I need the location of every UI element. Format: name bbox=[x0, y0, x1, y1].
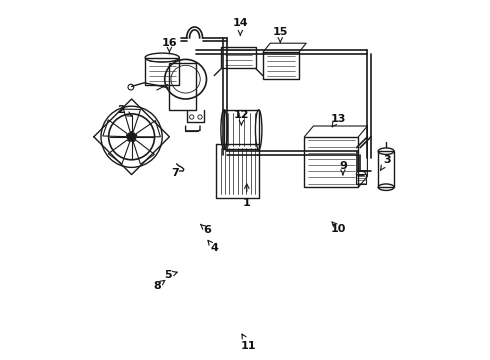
Text: 16: 16 bbox=[162, 38, 177, 48]
Text: 13: 13 bbox=[330, 114, 345, 124]
Text: 4: 4 bbox=[211, 243, 219, 253]
Text: 11: 11 bbox=[241, 341, 256, 351]
Text: 14: 14 bbox=[233, 18, 248, 28]
Bar bbox=[356, 174, 366, 184]
Bar bbox=[170, 63, 196, 110]
Bar bbox=[378, 151, 394, 187]
Text: 8: 8 bbox=[153, 281, 161, 291]
Bar bbox=[145, 58, 179, 85]
Text: 5: 5 bbox=[164, 270, 171, 280]
Bar bbox=[221, 47, 256, 68]
Circle shape bbox=[127, 132, 136, 141]
Text: 12: 12 bbox=[234, 110, 249, 120]
Text: 10: 10 bbox=[331, 224, 346, 234]
Text: 2: 2 bbox=[117, 105, 124, 115]
Bar bbox=[263, 52, 299, 79]
Text: 15: 15 bbox=[272, 27, 288, 37]
Text: 3: 3 bbox=[383, 155, 391, 165]
Text: 7: 7 bbox=[171, 168, 179, 178]
Bar bbox=[224, 110, 259, 149]
Text: 9: 9 bbox=[339, 161, 347, 171]
Text: 1: 1 bbox=[243, 198, 251, 208]
Bar bbox=[304, 137, 358, 187]
Text: 6: 6 bbox=[203, 225, 211, 235]
